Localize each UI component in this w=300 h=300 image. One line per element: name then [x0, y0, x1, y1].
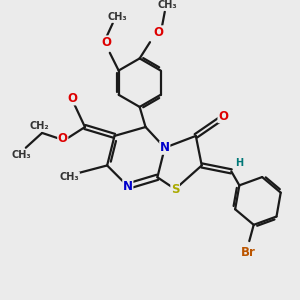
Text: H: H — [235, 158, 243, 168]
Text: O: O — [154, 26, 164, 39]
Text: CH₂: CH₂ — [29, 121, 49, 131]
Text: N: N — [123, 180, 133, 193]
Text: O: O — [58, 132, 68, 145]
Text: O: O — [218, 110, 228, 123]
Text: O: O — [101, 36, 111, 49]
Text: N: N — [160, 141, 170, 154]
Text: CH₃: CH₃ — [107, 12, 127, 22]
Text: Br: Br — [241, 246, 256, 260]
Text: CH₃: CH₃ — [60, 172, 80, 182]
Text: S: S — [171, 183, 179, 196]
Text: CH₃: CH₃ — [12, 149, 31, 160]
Text: O: O — [67, 92, 77, 105]
Text: CH₃: CH₃ — [157, 0, 177, 10]
